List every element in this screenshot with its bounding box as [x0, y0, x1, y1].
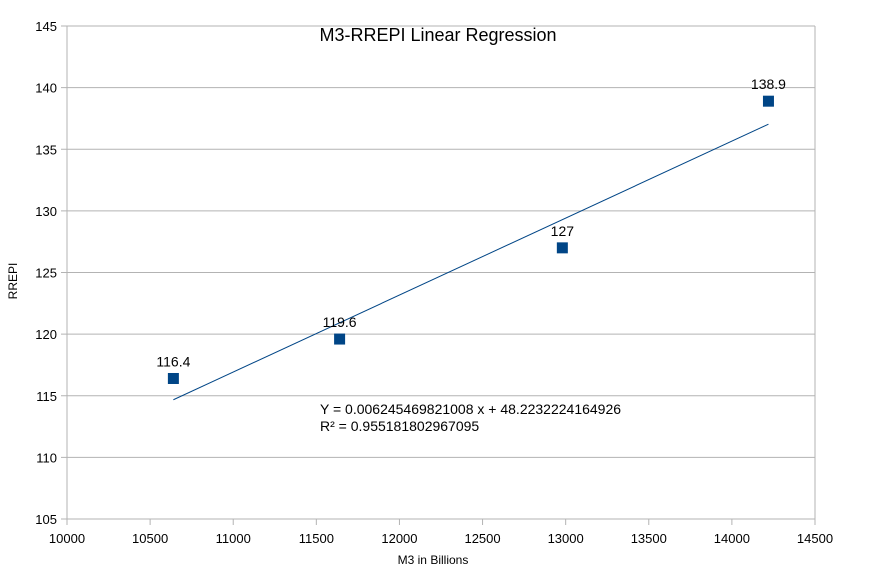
data-point-label: 138.9 — [751, 76, 786, 92]
y-axis-title: RREPI — [6, 263, 20, 300]
x-tick-label: 10000 — [49, 531, 85, 546]
y-tick-label: 140 — [35, 81, 57, 96]
data-point-label: 127 — [551, 223, 575, 239]
trendline — [173, 123, 769, 401]
data-point-marker — [334, 333, 346, 345]
x-tick-label: 11500 — [299, 531, 334, 546]
trendline-group — [173, 123, 769, 401]
x-tick-label: 13000 — [548, 531, 584, 546]
x-tick-label: 14000 — [714, 531, 750, 546]
data-point-marker — [167, 372, 179, 384]
y-tick-label: 105 — [35, 512, 57, 527]
data-point-label: 116.4 — [156, 353, 190, 369]
y-tick-label: 145 — [35, 19, 57, 34]
x-axis-ticks: 10000 10500 11000 11500 12000 12500 13000 13500… — [49, 531, 833, 546]
y-tick-label: 125 — [35, 266, 57, 281]
chart-title: M3-RREPI Linear Regression — [319, 25, 556, 45]
x-tick-label: 12500 — [464, 531, 500, 546]
trendline-r-squared: R² = 0.955181802967095 — [320, 418, 479, 434]
y-tick-label: 130 — [35, 204, 57, 219]
y-axis-ticks: 105 110 115 120 125 130 135 140 145 — [35, 19, 57, 527]
data-points: 116.4 119.6 127 138.9 — [156, 76, 786, 384]
gridlines — [61, 25, 816, 525]
trendline-equation: Y = 0.006245469821008 x + 48.22322241649… — [320, 401, 621, 417]
x-tick-label: 11000 — [216, 531, 251, 546]
x-tick-label: 13500 — [631, 531, 667, 546]
x-axis-title: M3 in Billions — [398, 553, 469, 567]
y-tick-label: 135 — [35, 142, 57, 157]
x-tick-label: 14500 — [797, 531, 833, 546]
data-point-marker — [762, 95, 774, 107]
x-tick-label: 12000 — [381, 531, 417, 546]
x-tick-label: 10500 — [132, 531, 168, 546]
y-tick-label: 115 — [36, 389, 57, 404]
y-tick-label: 120 — [35, 327, 57, 342]
data-point-label: 119.6 — [323, 314, 357, 330]
y-tick-label: 110 — [36, 450, 57, 465]
data-point-marker — [556, 242, 568, 254]
